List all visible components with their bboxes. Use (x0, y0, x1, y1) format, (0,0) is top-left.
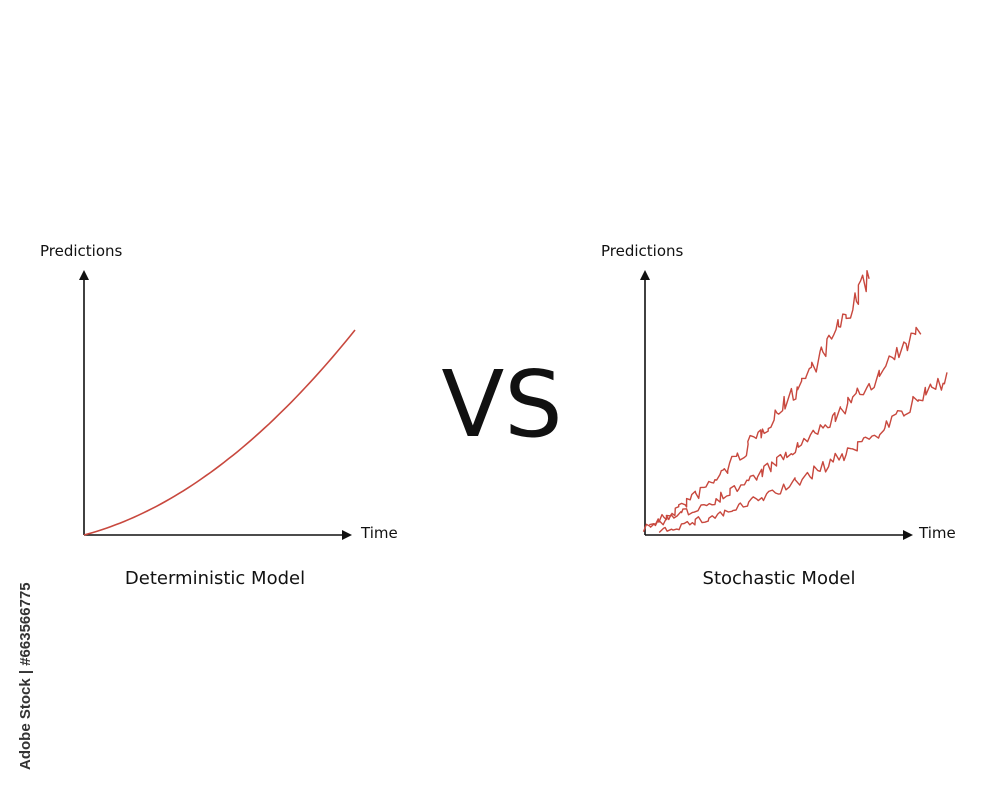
stochastic-path-1 (642, 270, 870, 533)
stochastic-x-axis-label: Time (918, 524, 956, 542)
deterministic-curve (83, 329, 356, 536)
deterministic-caption: Deterministic Model (125, 568, 305, 589)
watermark-id: Adobe Stock | #663566775 (17, 582, 34, 770)
stochastic-panel: Predictions Time Stochastic Model (601, 242, 956, 589)
stochastic-paths (642, 270, 948, 534)
stochastic-y-axis-label: Predictions (601, 242, 684, 260)
stochastic-path-3 (658, 372, 948, 534)
deterministic-y-axis-label: Predictions (40, 242, 123, 260)
deterministic-panel: Predictions Time Deterministic Model (40, 242, 398, 589)
stochastic-caption: Stochastic Model (703, 568, 856, 589)
deterministic-x-axis-label: Time (360, 524, 398, 542)
stochastic-path-2 (649, 326, 922, 527)
vs-label: VS (441, 351, 562, 458)
